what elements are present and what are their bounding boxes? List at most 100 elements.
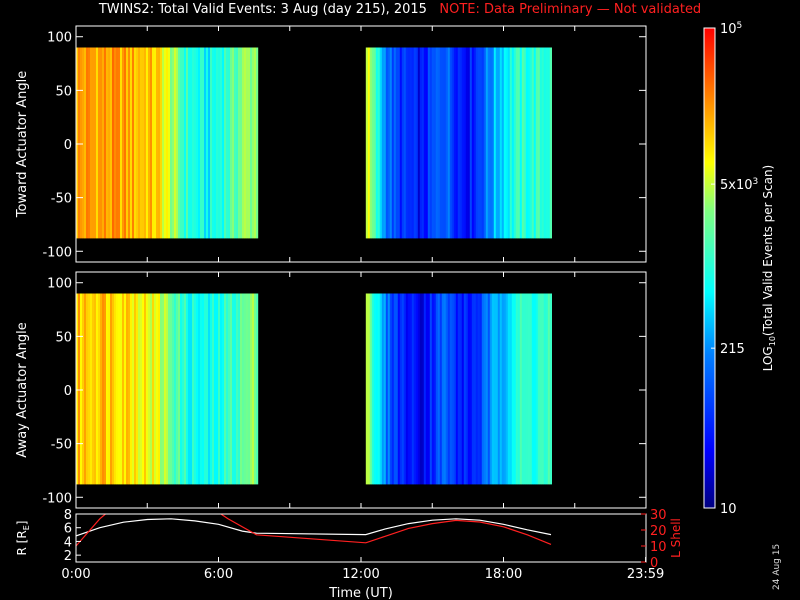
heat-column — [162, 293, 165, 485]
xtick-label: 23:59 — [627, 567, 664, 582]
heat-column — [114, 47, 117, 239]
heat-column — [389, 47, 392, 239]
heat-column — [447, 293, 450, 485]
heat-column — [471, 47, 474, 239]
heat-column — [204, 293, 207, 485]
heat-column — [124, 47, 127, 239]
heat-column — [222, 47, 225, 239]
heat-column — [473, 293, 476, 485]
heat-column — [507, 293, 510, 485]
ytick-left-label: 2 — [64, 549, 72, 564]
heat-column — [144, 47, 147, 239]
heat-column — [172, 47, 175, 239]
heat-column — [483, 47, 486, 239]
heat-column — [491, 47, 494, 239]
heat-column — [180, 293, 183, 485]
heat-column — [441, 47, 444, 239]
heat-column — [134, 47, 137, 239]
heat-column — [415, 293, 418, 485]
heat-column — [531, 47, 534, 239]
heat-column — [246, 293, 249, 485]
heat-column — [182, 293, 185, 485]
heat-column — [196, 47, 199, 239]
heat-column — [535, 47, 538, 239]
heat-column — [545, 293, 548, 485]
heat-column — [98, 293, 101, 485]
heat-column — [485, 47, 488, 239]
heat-column — [164, 293, 167, 485]
ytick-label: -100 — [42, 245, 72, 260]
heat-column — [82, 293, 85, 485]
heat-column — [525, 293, 528, 485]
colorbar-label-sub: 10 — [768, 336, 777, 346]
heat-column — [190, 47, 193, 239]
heat-column — [539, 47, 542, 239]
data-block-1 — [365, 293, 552, 485]
heat-column — [120, 47, 123, 239]
heat-column — [505, 293, 508, 485]
heat-column — [218, 47, 221, 239]
heat-column — [479, 47, 482, 239]
heat-column — [383, 293, 386, 485]
heat-column — [511, 293, 514, 485]
heat-column — [549, 293, 552, 485]
heat-column — [487, 47, 490, 239]
heat-column — [234, 47, 237, 239]
heat-column — [234, 293, 237, 485]
heat-column — [421, 293, 424, 485]
colorbar-label-rest: (Total Valid Events per Scan) — [761, 165, 775, 336]
heat-column — [242, 293, 245, 485]
colorbar-label: LOG10(Total Valid Events per Scan) — [761, 165, 777, 372]
heat-column — [375, 47, 378, 239]
heat-column — [130, 293, 133, 485]
heat-column — [86, 47, 89, 239]
ytick-left-label: 8 — [64, 508, 72, 523]
heat-column — [246, 47, 249, 239]
heat-column — [469, 293, 472, 485]
ylabel-left: R [RE] — [15, 521, 31, 556]
heat-column — [489, 293, 492, 485]
heat-column — [128, 293, 131, 485]
ylabel-right: L Shell — [669, 518, 683, 558]
heat-column — [385, 47, 388, 239]
heat-column — [138, 47, 141, 239]
heat-column — [122, 293, 125, 485]
heat-column — [106, 293, 109, 485]
heat-column — [100, 293, 103, 485]
heat-column — [136, 293, 139, 485]
xtick-label: 18:00 — [485, 567, 522, 582]
heat-column — [459, 47, 462, 239]
heat-column — [104, 47, 107, 239]
heat-column — [441, 293, 444, 485]
heat-column — [160, 47, 163, 239]
heat-column — [445, 47, 448, 239]
xtick-label: 0:00 — [61, 567, 90, 582]
colorbar-strip — [703, 27, 716, 509]
heat-column — [222, 293, 225, 485]
heat-column — [198, 293, 201, 485]
heat-column — [214, 47, 217, 239]
heat-column — [136, 47, 139, 239]
heat-column — [122, 47, 125, 239]
heat-column — [200, 293, 203, 485]
heat-column — [184, 293, 187, 485]
heat-column — [495, 47, 498, 239]
heat-column — [537, 293, 540, 485]
heat-column — [481, 293, 484, 485]
heat-column — [174, 47, 177, 239]
heat-column — [371, 293, 374, 485]
heat-column — [369, 293, 372, 485]
heat-column — [156, 47, 159, 239]
ytick-label: -50 — [51, 192, 72, 207]
heat-column — [435, 293, 438, 485]
heat-column — [146, 47, 149, 239]
heat-column — [96, 47, 99, 239]
heat-column — [455, 293, 458, 485]
heat-column — [86, 293, 89, 485]
heat-column — [443, 293, 446, 485]
heat-column — [76, 293, 79, 485]
heat-column — [499, 293, 502, 485]
ytick-right-label: 30 — [650, 508, 667, 523]
